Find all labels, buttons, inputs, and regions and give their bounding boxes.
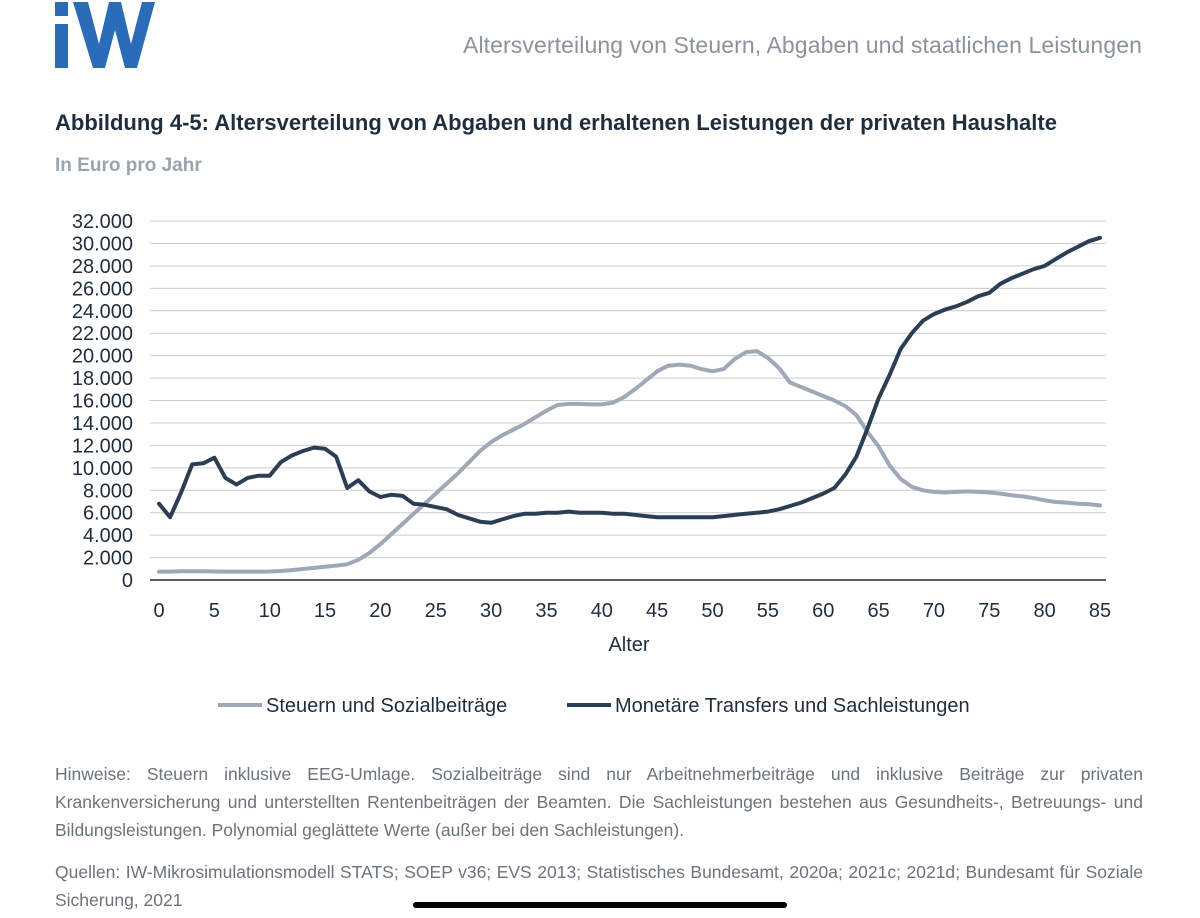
y-axis-ticks: 02.0004.0006.0008.00010.00012.00014.0001…	[72, 211, 133, 592]
x-tick-label: 35	[535, 600, 557, 622]
header-title: Altersverteilung von Steuern, Abgaben un…	[463, 32, 1142, 58]
x-tick-label: 0	[153, 600, 164, 622]
x-tick-label: 65	[867, 600, 889, 622]
y-tick-label: 30.000	[72, 233, 133, 255]
y-tick-label: 4.000	[83, 525, 133, 547]
y-tick-label: 10.000	[72, 458, 133, 480]
chart-sources: Quellen: IW-Mikrosimulationsmodell STATS…	[55, 862, 1143, 910]
y-tick-label: 20.000	[72, 346, 133, 368]
x-tick-label: 15	[314, 600, 336, 622]
home-indicator[interactable]	[413, 902, 787, 908]
x-tick-label: 50	[701, 600, 723, 622]
y-tick-label: 12.000	[72, 435, 133, 457]
x-axis-ticks: 0 5 10 15 20 25 30 35 40 45 50 55 60 65 70 75 80 85	[153, 600, 1111, 622]
x-tick-label: 70	[923, 600, 945, 622]
y-tick-label: 16.000	[72, 391, 133, 413]
line-chart: 02.0004.0006.0008.00010.00012.00014.0001…	[72, 211, 1111, 717]
x-axis-label: Alter	[608, 634, 649, 656]
y-tick-label: 6.000	[83, 503, 133, 525]
y-tick-label: 26.000	[72, 278, 133, 300]
legend-label: Monetäre Transfers und Sachleistungen	[615, 695, 970, 717]
x-tick-label: 80	[1034, 600, 1056, 622]
x-tick-label: 5	[209, 600, 220, 622]
x-tick-label: 20	[369, 600, 391, 622]
x-tick-label: 40	[591, 600, 613, 622]
figure-title: Abbildung 4-5: Altersverteilung von Abga…	[55, 110, 1057, 135]
y-tick-label: 2.000	[83, 548, 133, 570]
series-line-transfers	[157, 235, 1102, 525]
chart-series	[157, 235, 1102, 574]
series-line-steuern	[157, 349, 1102, 574]
x-tick-label: 60	[812, 600, 834, 622]
x-tick-label: 55	[757, 600, 779, 622]
y-tick-label: 0	[122, 570, 133, 592]
x-tick-label: 85	[1089, 600, 1111, 622]
chart-legend: Steuern und Sozialbeiträge Monetäre Trans…	[218, 695, 970, 717]
x-tick-label: 45	[646, 600, 668, 622]
iw-logo: IW	[55, 2, 155, 68]
chart-grid	[150, 220, 1106, 581]
y-tick-label: 18.000	[72, 368, 133, 390]
y-tick-label: 28.000	[72, 256, 133, 278]
figure-subtitle: In Euro pro Jahr	[55, 155, 202, 176]
x-tick-label: 10	[259, 600, 281, 622]
y-tick-label: 14.000	[72, 413, 133, 435]
y-tick-label: 24.000	[72, 301, 133, 323]
y-tick-label: 8.000	[83, 480, 133, 502]
x-tick-label: 25	[425, 600, 447, 622]
y-tick-label: 32.000	[72, 211, 133, 233]
chart-notes: Hinweise: Steuern inklusive EEG-Umlage. …	[55, 764, 1143, 840]
x-tick-label: 30	[480, 600, 502, 622]
x-tick-label: 75	[978, 600, 1000, 622]
y-tick-label: 22.000	[72, 323, 133, 345]
legend-label: Steuern und Sozialbeiträge	[266, 695, 507, 717]
